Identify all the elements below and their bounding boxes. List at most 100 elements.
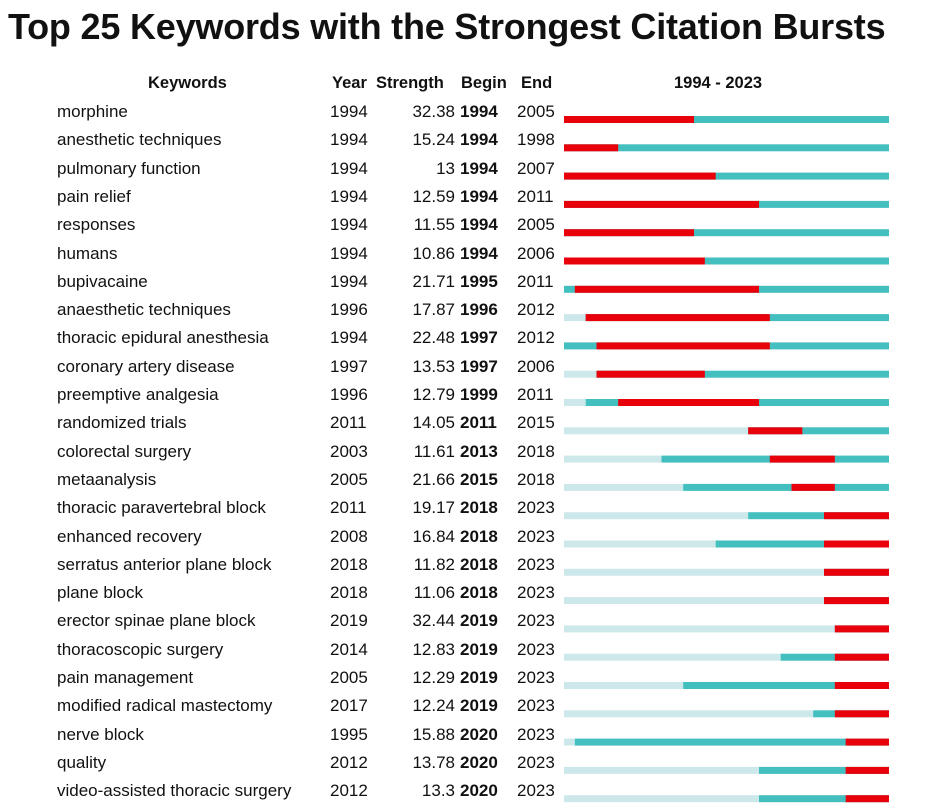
burst-segment (845, 738, 889, 746)
burst-segment (834, 625, 889, 633)
strength-cell: 17.87 (412, 300, 455, 320)
inactive-segment (564, 597, 824, 605)
burst-segment (564, 200, 759, 208)
end-cell: 2018 (517, 441, 555, 461)
keyword-cell: anaesthetic techniques (57, 300, 231, 320)
strength-cell: 19.17 (412, 498, 455, 518)
inactive-segment (564, 483, 684, 491)
strength-cell: 11.06 (413, 583, 455, 603)
end-cell: 2011 (517, 385, 554, 404)
begin-cell: 1994 (460, 215, 498, 235)
table-row: pain relief 1994 12.59 1994 2011 (0, 186, 944, 214)
keyword-cell: pain relief (57, 186, 131, 206)
burst-segment (769, 455, 835, 463)
end-cell: 2023 (517, 724, 555, 744)
begin-cell: 2013 (460, 441, 498, 461)
end-cell: 2023 (517, 526, 555, 546)
year-cell: 2017 (330, 696, 368, 716)
keyword-cell: thoracic paravertebral block (57, 498, 266, 518)
inactive-segment (564, 738, 575, 746)
year-cell: 2011 (330, 498, 367, 518)
chart-title: Top 25 Keywords with the Strongest Citat… (8, 6, 886, 47)
strength-cell: 13 (436, 158, 455, 178)
year-cell: 2012 (330, 752, 368, 772)
begin-cell: 2020 (460, 781, 498, 801)
keyword-cell: anesthetic techniques (57, 130, 222, 150)
keyword-cell: erector spinae plane block (57, 611, 256, 631)
keyword-cell: quality (57, 752, 107, 772)
end-cell: 2023 (517, 696, 555, 716)
year-cell: 1996 (330, 385, 368, 404)
begin-cell: 1994 (460, 130, 498, 150)
inactive-segment (564, 314, 586, 322)
end-cell: 2023 (517, 554, 555, 574)
burst-segment (824, 512, 889, 520)
year-cell: 2005 (330, 668, 368, 687)
begin-cell: 1995 (460, 271, 498, 291)
inactive-segment (564, 653, 781, 661)
inactive-segment (564, 512, 749, 520)
begin-cell: 1996 (460, 300, 498, 320)
begin-cell: 2018 (460, 554, 498, 574)
year-cell: 1994 (330, 158, 368, 178)
active-segment (683, 483, 889, 491)
strength-cell: 11.61 (413, 441, 455, 461)
end-cell: 2007 (517, 158, 555, 178)
begin-cell: 1999 (460, 385, 498, 404)
keyword-cell: serratus anterior plane block (57, 554, 272, 574)
keyword-cell: thoracoscopic surgery (57, 639, 224, 659)
table-row: quality 2012 13.78 2020 2023 (0, 752, 944, 780)
strength-cell: 12.24 (412, 696, 455, 716)
burst-segment (791, 483, 835, 491)
strength-cell: 21.66 (412, 469, 455, 489)
burst-segment (574, 285, 759, 293)
keyword-cell: thoracic epidural anesthesia (57, 328, 269, 348)
end-cell: 2015 (517, 413, 555, 433)
table-row: thoracoscopic surgery 2014 12.83 2019 2023 (0, 639, 944, 667)
end-cell: 2011 (517, 186, 554, 206)
strength-cell: 12.29 (412, 668, 455, 687)
end-cell: 2006 (517, 356, 555, 376)
strength-cell: 13.53 (412, 356, 455, 376)
strength-cell: 22.48 (412, 328, 455, 348)
strength-cell: 16.84 (412, 526, 455, 546)
table-row: morphine 1994 32.38 1994 2005 (0, 101, 944, 129)
table-row: preemptive analgesia 1996 12.79 1999 2011 (0, 384, 944, 412)
year-cell: 1994 (330, 271, 368, 291)
burst-segment (596, 342, 770, 350)
burst-segment (824, 597, 889, 605)
begin-cell: 1994 (460, 158, 498, 178)
year-cell: 1994 (330, 328, 368, 348)
inactive-segment (564, 399, 586, 406)
keyword-cell: enhanced recovery (57, 526, 202, 546)
end-cell: 2023 (517, 611, 555, 631)
table-row: nerve block 1995 15.88 2020 2023 (0, 724, 944, 752)
burst-segment (845, 766, 889, 774)
strength-cell: 32.44 (412, 611, 455, 631)
burst-segment (564, 144, 619, 152)
keyword-cell: pulmonary function (57, 158, 201, 178)
table-row: enhanced recovery 2008 16.84 2018 2023 (0, 526, 944, 554)
strength-cell: 14.05 (412, 413, 455, 433)
burst-segment (564, 229, 694, 237)
table-row: erector spinae plane block 2019 32.44 2019 2… (0, 610, 944, 638)
keyword-cell: bupivacaine (57, 271, 148, 291)
year-cell: 2018 (330, 583, 368, 603)
strength-cell: 15.24 (412, 130, 455, 150)
table-row: responses 1994 11.55 1994 2005 (0, 214, 944, 242)
keyword-cell: metaanalysis (57, 469, 157, 489)
burst-segment (596, 370, 705, 378)
active-segment (564, 257, 889, 265)
year-cell: 2014 (330, 639, 368, 659)
table-row: pulmonary function 1994 13 1994 2007 (0, 158, 944, 186)
table-row: thoracic epidural anesthesia 1994 22.48 199… (0, 327, 944, 355)
burst-segment (834, 682, 889, 689)
table-row: bupivacaine 1994 21.71 1995 2011 (0, 271, 944, 299)
burst-segment (564, 172, 716, 180)
keyword-cell: plane block (57, 583, 144, 603)
year-cell: 1995 (330, 724, 368, 744)
year-cell: 1994 (330, 186, 368, 206)
table-row: randomized trials 2011 14.05 2011 2015 (0, 412, 944, 440)
table-row: humans 1994 10.86 1994 2006 (0, 243, 944, 271)
